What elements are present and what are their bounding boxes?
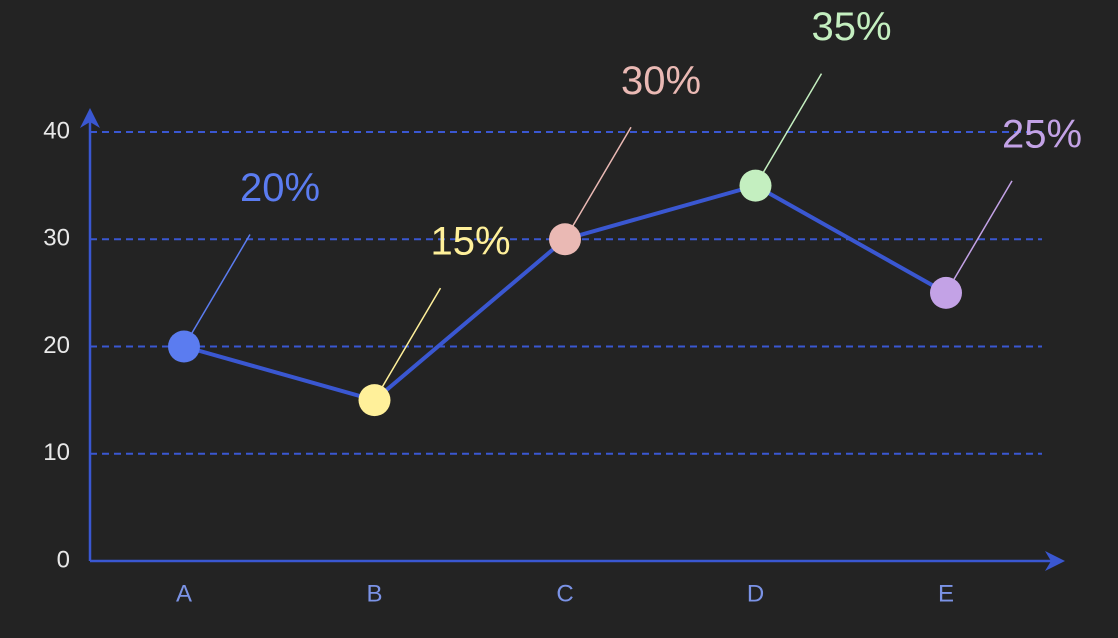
value-label: 35% [811,5,891,49]
point [930,276,962,309]
y-tick-label: 0 [57,546,70,573]
leader-line [945,180,1013,294]
x-tick-label: E [938,580,954,607]
leader-line [373,287,442,401]
leader-line [564,126,632,240]
x-tick-label: B [366,580,382,607]
y-tick-label: 10 [43,439,70,466]
leader-line [183,234,251,347]
point [358,384,391,417]
y-tick-label: 20 [43,332,70,359]
value-label: 25% [1002,112,1082,156]
point [549,223,581,256]
value-label: 15% [430,220,510,264]
value-label: 30% [621,59,701,103]
value-label: 20% [240,166,320,210]
x-tick-label: A [176,580,192,607]
point [739,169,772,202]
x-tick-label: D [747,580,764,607]
y-tick-label: 30 [43,225,70,252]
x-tick-label: C [556,580,573,607]
leader-line [754,73,823,187]
line [183,183,947,403]
point [168,330,200,363]
y-tick-label: 40 [43,117,70,144]
